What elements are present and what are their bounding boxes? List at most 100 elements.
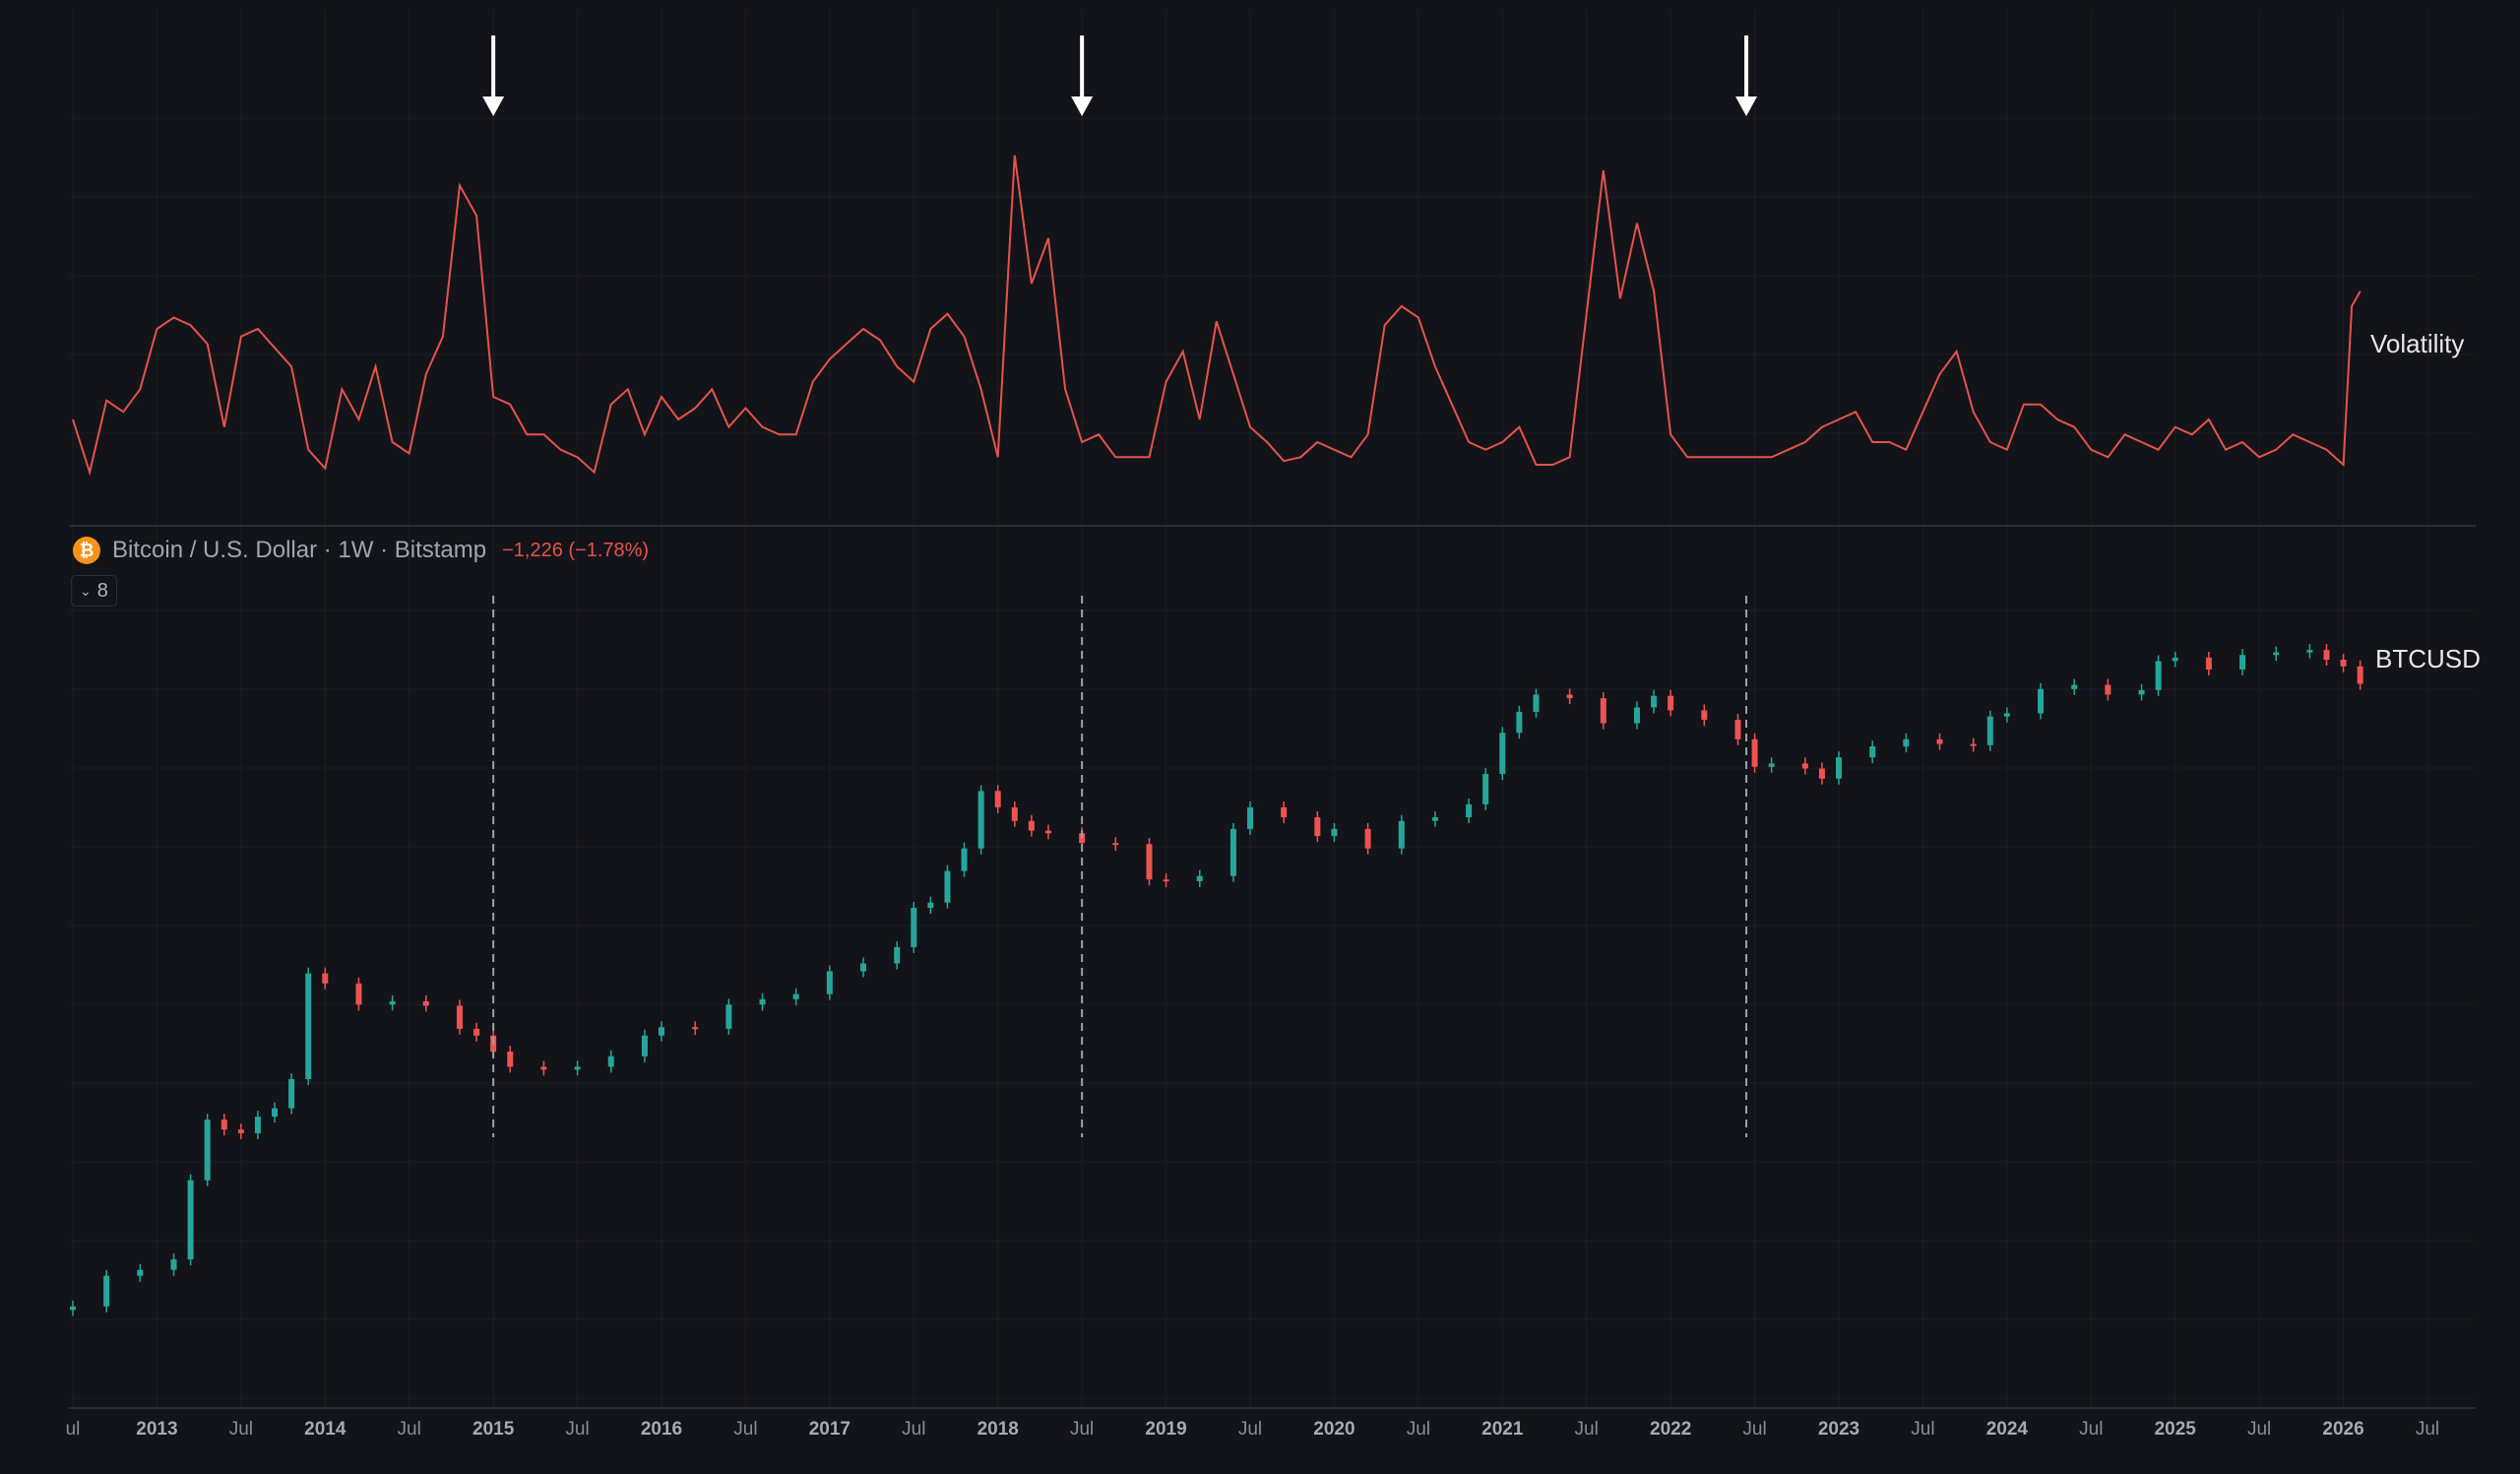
price-candle: [1011, 806, 1018, 821]
price-candle: [1751, 738, 1758, 767]
price-candle: [540, 1066, 547, 1070]
price-candle: [1818, 768, 1825, 779]
price-candle: [607, 1056, 614, 1067]
time-axis-tick-label: 2022: [1650, 1419, 1692, 1440]
time-axis-tick-label: Jul: [1574, 1419, 1599, 1440]
price-candle: [2003, 713, 2010, 717]
time-axis-tick-label: 2023: [1817, 1419, 1860, 1440]
price-candle: [961, 848, 968, 871]
annotations: [482, 35, 1758, 1137]
price-candle: [1566, 694, 1573, 699]
arrow-head-icon: [482, 96, 505, 116]
price-candle: [2239, 655, 2246, 670]
price-candle: [2205, 657, 2212, 670]
volatility-pane[interactable]: [72, 155, 2362, 477]
price-candle: [826, 971, 833, 994]
time-axis-tick-label: Jul: [228, 1419, 253, 1440]
time-axis-tick-label: Jul: [1406, 1419, 1430, 1440]
price-candle: [1734, 720, 1741, 739]
price-candle: [2306, 650, 2313, 653]
time-axis-tick-label: 2019: [1145, 1419, 1187, 1440]
price-candle: [2172, 657, 2178, 662]
price-candle: [692, 1027, 699, 1030]
time-axis-tick-label: 2015: [472, 1419, 515, 1440]
volatility-line: [72, 155, 2362, 477]
time-axis-tick-label: ul: [65, 1419, 81, 1440]
price-candle: [204, 1120, 211, 1181]
symbol-title[interactable]: Bitcoin / U.S. Dollar · 1W · Bitstamp: [112, 537, 487, 563]
price-candle: [1364, 828, 1371, 849]
price-candle: [1903, 738, 1910, 747]
price-candle: [1229, 828, 1236, 876]
chevron-down-icon: ⌄: [80, 582, 92, 599]
price-candle: [1112, 843, 1119, 846]
price-candle: [422, 1000, 429, 1006]
price-candle: [1146, 844, 1153, 880]
price-candle: [2038, 688, 2045, 714]
price-candle: [288, 1078, 295, 1109]
price-candle: [1633, 707, 1640, 724]
price-candle: [2357, 666, 2363, 684]
price-candle: [456, 1005, 463, 1029]
price-candle: [2340, 660, 2347, 667]
price-pane[interactable]: [70, 644, 2363, 1316]
price-candle: [1247, 806, 1253, 829]
price-candle: [1801, 763, 1808, 769]
time-axis-tick-label: 2016: [640, 1419, 683, 1440]
price-candle: [2071, 684, 2078, 689]
price-candle: [994, 791, 1001, 807]
price-candle: [1482, 774, 1489, 804]
price-candle: [137, 1269, 144, 1276]
price-candle: [725, 1004, 732, 1029]
price-candle: [1331, 828, 1338, 837]
price-candle: [1533, 694, 1540, 712]
price-candle: [1196, 875, 1203, 881]
time-axis-tick-label: 2014: [304, 1419, 346, 1440]
price-candle: [237, 1129, 244, 1133]
price-candle: [574, 1066, 581, 1070]
price-candle: [759, 998, 766, 1005]
price-candle: [254, 1117, 261, 1133]
time-axis-tick-label: Jul: [1237, 1419, 1263, 1440]
price-candle: [1163, 879, 1169, 882]
price-candle: [2323, 650, 2330, 661]
indicators-collapse-button[interactable]: ⌄ 8: [71, 575, 117, 607]
price-candle: [1398, 820, 1405, 849]
grid-lines: [69, 10, 2476, 1408]
price-candle: [2273, 652, 2280, 656]
indicator-count: 8: [96, 579, 108, 602]
series-legend[interactable]: ₿ Bitcoin / U.S. Dollar · 1W · Bitstamp …: [73, 537, 649, 564]
price-candle: [894, 946, 901, 964]
price-candle: [70, 1306, 76, 1311]
price-candle: [1701, 710, 1708, 721]
price-candle: [1044, 830, 1051, 834]
time-axis-tick-label: Jul: [397, 1419, 421, 1440]
price-candle: [103, 1275, 110, 1307]
time-axis-tick-label: Jul: [1742, 1419, 1767, 1440]
price-candle: [389, 1000, 396, 1005]
time-axis-tick-label: 2013: [136, 1419, 178, 1440]
price-candle: [2138, 689, 2145, 695]
time-axis-tick-label: Jul: [2246, 1419, 2272, 1440]
time-axis-tick-label: 2018: [976, 1419, 1019, 1440]
time-axis-tick-label: 2017: [808, 1419, 850, 1440]
price-candle: [1986, 716, 1993, 745]
price-candle: [1600, 698, 1606, 724]
price-candle: [170, 1259, 177, 1270]
price-candle: [473, 1028, 480, 1036]
price-candle: [1668, 695, 1674, 711]
price-candle: [1869, 746, 1876, 758]
time-axis-tick-label: Jul: [902, 1419, 926, 1440]
price-candle: [1314, 817, 1321, 837]
price-candle: [1516, 711, 1523, 734]
price-candle: [220, 1120, 227, 1130]
time-axis-tick-label: Jul: [565, 1419, 590, 1440]
price-candle: [1651, 695, 1658, 708]
price-candle: [1768, 763, 1775, 767]
price-candle: [187, 1180, 194, 1260]
price-candle: [1431, 817, 1438, 821]
price-candle: [911, 907, 917, 947]
price-candle: [2155, 661, 2162, 690]
price-candle: [659, 1027, 664, 1036]
